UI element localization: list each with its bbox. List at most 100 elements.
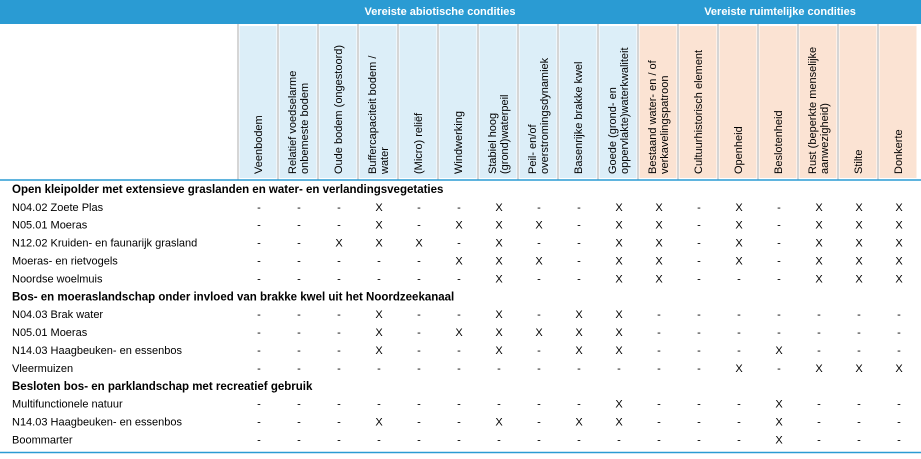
cell-value: X (855, 238, 863, 250)
cell-value: - (337, 363, 341, 375)
cell-value: - (577, 434, 581, 446)
cell-value: - (457, 238, 461, 250)
row-label: Boommarter (12, 434, 73, 446)
cell-value: X (535, 220, 543, 232)
cell-value: - (297, 255, 301, 267)
cell-value: - (297, 238, 301, 250)
cell-value: X (855, 220, 863, 232)
cell-value: X (815, 238, 823, 250)
cell-value: - (537, 417, 541, 429)
cell-value: X (375, 417, 383, 429)
cell-value: X (615, 417, 623, 429)
cell-value: X (895, 255, 903, 267)
cell-value: - (817, 399, 821, 411)
cell-value: - (337, 327, 341, 339)
cell-value: - (857, 434, 861, 446)
column-header: Buffercapaciteit bodem / (367, 55, 379, 174)
cell-value: - (577, 273, 581, 285)
row-label: Multifunctionele natuur (12, 399, 123, 411)
cell-value: - (537, 345, 541, 357)
cell-value: X (455, 220, 463, 232)
column-header-cell (799, 26, 837, 178)
column-header: Rust (beperkte menselijke (807, 47, 819, 174)
cell-value: - (297, 345, 301, 357)
cell-value: - (777, 363, 781, 375)
cell-value: X (455, 255, 463, 267)
cell-value: - (257, 327, 261, 339)
cell-value: X (815, 220, 823, 232)
cell-value: - (737, 399, 741, 411)
column-header-cell (679, 26, 717, 178)
column-header: onbemeste bodem (299, 83, 311, 174)
cell-value: X (615, 345, 623, 357)
column-header: verkavelingspatroon (659, 76, 671, 174)
cell-value: - (497, 434, 501, 446)
cell-value: X (895, 220, 903, 232)
column-header-cell (599, 26, 637, 178)
row-label: Moeras- en rietvogels (12, 255, 118, 267)
cell-value: - (497, 399, 501, 411)
cell-value: - (297, 363, 301, 375)
cell-value: - (897, 345, 901, 357)
cell-value: X (775, 345, 783, 357)
cell-value: - (777, 327, 781, 339)
column-header-cell (279, 26, 317, 178)
cell-value: - (697, 220, 701, 232)
cell-value: - (257, 309, 261, 321)
cell-value: - (817, 434, 821, 446)
cell-value: X (735, 238, 743, 250)
cell-value: - (857, 417, 861, 429)
cell-value: X (495, 327, 503, 339)
cell-value: - (897, 309, 901, 321)
cell-value: X (655, 202, 663, 214)
cell-value: - (297, 273, 301, 285)
cell-value: X (775, 399, 783, 411)
cell-value: - (777, 309, 781, 321)
cell-value: X (895, 202, 903, 214)
cell-value: X (415, 238, 423, 250)
cell-value: X (615, 220, 623, 232)
cell-value: - (337, 309, 341, 321)
cell-value: - (377, 399, 381, 411)
column-header: water (379, 147, 391, 175)
cell-value: X (615, 327, 623, 339)
cell-value: X (615, 202, 623, 214)
column-header: Goede (grond- en (607, 87, 619, 174)
cell-value: - (897, 417, 901, 429)
cell-value: X (495, 202, 503, 214)
column-header: Stabiel hoog (487, 113, 499, 174)
cell-value: X (735, 220, 743, 232)
column-header: aanwezigheid) (819, 103, 831, 174)
column-header: Windwerking (453, 111, 465, 174)
column-header-cell (759, 26, 797, 178)
cell-value: - (897, 327, 901, 339)
cell-value: - (697, 363, 701, 375)
cell-value: - (737, 434, 741, 446)
cell-value: X (615, 309, 623, 321)
column-header-cell (479, 26, 517, 178)
cell-value: X (815, 273, 823, 285)
column-header-cell (639, 26, 677, 178)
row-label: N04.02 Zoete Plas (12, 202, 104, 214)
row-label: N05.01 Moeras (12, 327, 88, 339)
column-header-cell (839, 26, 877, 178)
cell-value: - (577, 220, 581, 232)
cell-value: - (457, 434, 461, 446)
cell-value: - (377, 363, 381, 375)
cell-value: - (817, 309, 821, 321)
cell-value: - (817, 417, 821, 429)
cell-value: X (895, 273, 903, 285)
cell-value: X (575, 417, 583, 429)
cell-value: X (455, 327, 463, 339)
cell-value: - (457, 273, 461, 285)
cell-value: - (337, 255, 341, 267)
cell-value: - (257, 202, 261, 214)
column-header-cell (239, 26, 277, 178)
cell-value: - (657, 345, 661, 357)
cell-value: - (257, 345, 261, 357)
cell-value: - (737, 417, 741, 429)
cell-value: X (375, 327, 383, 339)
cell-value: X (495, 273, 503, 285)
cell-value: X (495, 345, 503, 357)
cell-value: X (855, 202, 863, 214)
